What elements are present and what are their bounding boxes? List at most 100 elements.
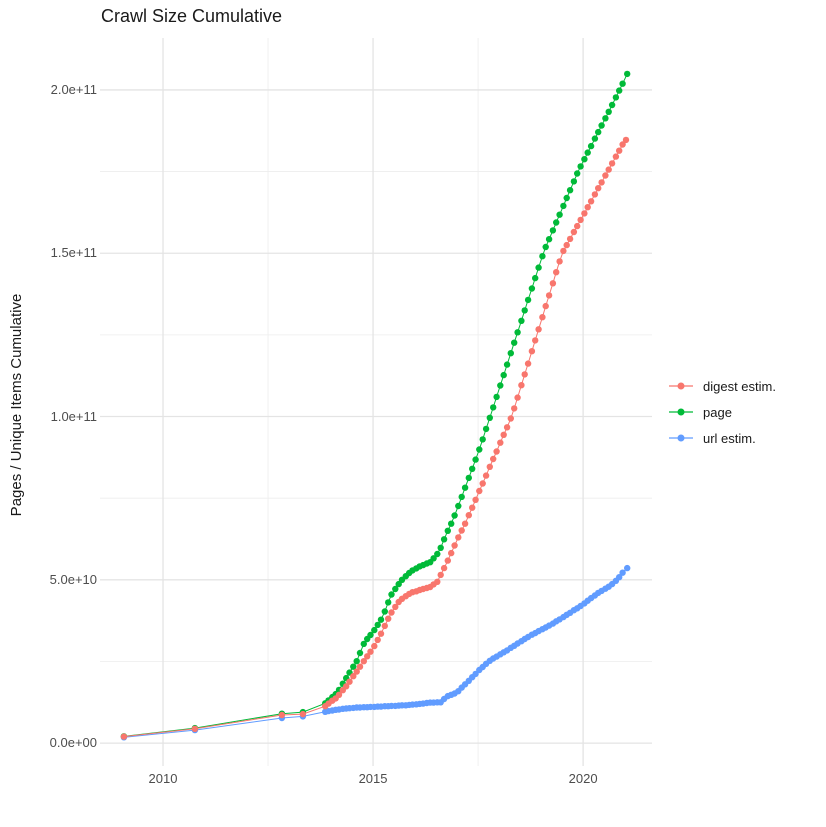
data-point (574, 222, 581, 230)
data-point (434, 578, 441, 585)
data-point (545, 236, 553, 243)
data-point (451, 542, 458, 549)
data-point (622, 136, 630, 144)
data-point (356, 663, 364, 670)
data-point (612, 94, 620, 101)
data-point (472, 456, 479, 463)
data-point (619, 569, 626, 576)
data-point (343, 683, 350, 690)
data-point (381, 622, 388, 630)
y-tick-label: 2.0e+11 (50, 81, 97, 97)
data-point (511, 405, 518, 412)
data-point (591, 191, 599, 198)
data-point (455, 502, 462, 510)
data-point (448, 520, 455, 527)
data-point (486, 463, 493, 470)
chart-title: Crawl Size Cumulative (101, 6, 283, 26)
data-point (528, 285, 536, 292)
data-point (335, 691, 343, 698)
data-point (482, 472, 490, 479)
data-point (549, 227, 557, 234)
data-point (479, 480, 486, 487)
data-point (388, 609, 395, 616)
data-point (486, 414, 493, 421)
data-point (353, 658, 360, 665)
data-point (490, 404, 497, 411)
data-point (458, 493, 465, 501)
data-point (451, 512, 458, 519)
data-point (444, 527, 451, 534)
data-point (584, 204, 591, 211)
data-point (374, 621, 381, 629)
legend: digest estim. page url estim. (668, 378, 776, 446)
data-point (581, 156, 588, 163)
data-point (570, 228, 578, 236)
data-point (532, 274, 539, 282)
data-point (524, 360, 532, 367)
data-point (595, 128, 602, 136)
data-point (392, 585, 399, 593)
data-point (356, 649, 364, 657)
series-url-estim (120, 564, 631, 741)
data-point (570, 178, 578, 185)
data-point (371, 626, 378, 634)
data-point (353, 668, 360, 675)
data-point (476, 446, 483, 453)
data-point (521, 371, 528, 378)
legend-entry: digest estim. (668, 378, 776, 394)
data-point (581, 210, 588, 217)
data-point (616, 574, 623, 581)
data-point (493, 448, 500, 455)
data-point (539, 253, 546, 260)
data-point (598, 179, 605, 186)
data-point (553, 219, 560, 226)
y-tick-label: 1.5e+11 (50, 245, 97, 261)
data-point (500, 371, 507, 379)
data-point (346, 678, 353, 685)
data-point (542, 243, 549, 251)
data-point (574, 170, 581, 177)
data-point (577, 216, 584, 224)
data-point (535, 326, 542, 333)
series-page-line (123, 73, 628, 737)
data-point (465, 512, 472, 519)
data-point (476, 487, 483, 495)
data-point (595, 185, 602, 192)
x-tick-label: 2015 (358, 771, 388, 786)
data-point (602, 115, 609, 122)
data-point (472, 496, 479, 503)
data-point (437, 544, 444, 551)
data-point (560, 202, 567, 210)
series-url-estim-line (123, 567, 628, 738)
data-point (616, 147, 623, 154)
data-point (371, 642, 378, 650)
data-point (518, 382, 525, 389)
legend-key-point (677, 434, 685, 442)
data-point (440, 564, 448, 572)
data-point (497, 439, 504, 446)
data-point (556, 211, 563, 218)
data-point (385, 615, 392, 622)
major-gridlines (100, 38, 652, 766)
data-point (381, 608, 388, 615)
data-point (605, 108, 612, 116)
data-point (598, 122, 605, 129)
data-point (507, 415, 514, 422)
data-point (539, 314, 546, 321)
data-point (434, 550, 441, 558)
x-tick-label: 2010 (148, 771, 178, 786)
data-point (566, 235, 574, 243)
legend-key-icon (669, 408, 693, 416)
data-point (469, 504, 476, 511)
legend-label: page (703, 404, 732, 420)
data-point (556, 258, 563, 265)
data-point (566, 187, 574, 194)
data-point (374, 636, 381, 644)
data-point (461, 520, 469, 527)
data-point (514, 394, 521, 401)
data-point (490, 455, 497, 463)
data-point (563, 194, 570, 202)
data-point (511, 339, 518, 346)
series-digest-estim (120, 136, 630, 740)
data-point (392, 603, 399, 611)
